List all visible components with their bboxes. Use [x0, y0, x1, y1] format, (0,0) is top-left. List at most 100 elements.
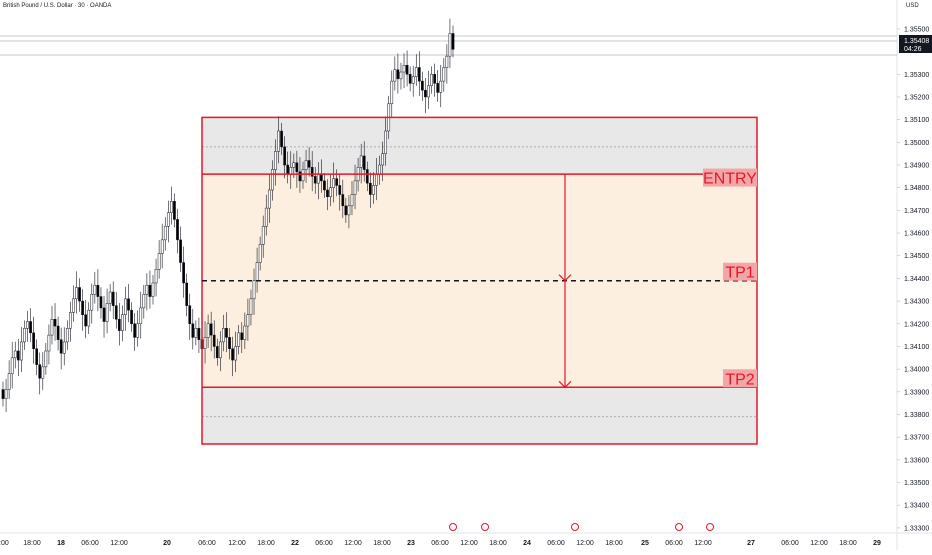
candle-body — [26, 321, 29, 329]
candle-body — [274, 151, 277, 170]
candle-body — [378, 164, 381, 175]
candle-body — [344, 205, 348, 216]
y-tick-label: 1.33400 — [904, 503, 929, 510]
candle-body — [350, 194, 354, 207]
candle-body — [252, 280, 256, 300]
candle-body — [439, 80, 443, 93]
y-tick-label: 1.35200 — [904, 94, 929, 101]
candle-body — [151, 282, 155, 297]
candle-body — [50, 318, 54, 336]
candle-body — [32, 332, 35, 349]
candle-body — [1, 389, 5, 399]
candle-body — [78, 287, 81, 302]
x-tick-label: 18:00 — [257, 540, 275, 547]
x-tick-label: 06:00 — [431, 540, 449, 547]
candle-body — [451, 33, 455, 50]
candle-body — [111, 291, 115, 306]
candle-body — [298, 171, 302, 182]
x-tick-label: 25 — [641, 540, 649, 547]
candle-body — [10, 357, 14, 374]
candle-body — [310, 167, 314, 177]
candle-body — [176, 219, 179, 241]
tp1-arrowhead — [558, 274, 572, 282]
candle-body — [231, 348, 234, 361]
candle-body — [160, 239, 164, 254]
candle-body — [271, 169, 274, 191]
candle-body — [47, 334, 51, 352]
x-tick-label: 12:00 — [344, 540, 362, 547]
candle-body — [430, 74, 433, 86]
candle-body — [292, 162, 296, 168]
candle-body — [417, 67, 421, 82]
x-tick-label: 18 — [57, 540, 65, 547]
calendar-icon[interactable] — [481, 523, 489, 531]
candle-body — [65, 328, 69, 343]
y-tick-label: 1.35000 — [904, 140, 929, 147]
candle-body — [295, 162, 299, 173]
candle-body — [133, 323, 136, 338]
candle-body — [136, 323, 140, 338]
x-tick-label: 22 — [291, 540, 299, 547]
y-tick-label: 1.33900 — [904, 389, 929, 396]
candle-body — [240, 332, 244, 340]
candle-body — [108, 291, 112, 304]
candle-body — [173, 201, 176, 220]
x-tick-label: 06:00 — [81, 540, 99, 547]
candle-body — [448, 33, 452, 57]
calendar-icon[interactable] — [675, 523, 683, 531]
candle-body — [372, 185, 375, 195]
candle-body — [191, 323, 195, 338]
candle-body — [154, 269, 158, 284]
y-tick-label: 1.34100 — [904, 344, 929, 351]
tp2-label: TP2 — [725, 371, 754, 388]
x-tick-label: 06:00 — [547, 540, 565, 547]
candle-body — [44, 350, 48, 368]
candle-body — [102, 307, 106, 322]
x-tick-label: 20 — [163, 540, 171, 547]
candle-body — [442, 67, 446, 82]
candle-body — [445, 55, 449, 68]
candle-body — [206, 323, 210, 338]
entry-label-bg — [703, 168, 757, 187]
candle-body — [225, 328, 228, 338]
x-tick-label: 06:00 — [198, 540, 216, 547]
last-price-value: 1.35408 — [904, 38, 929, 45]
candle-body — [304, 160, 308, 170]
candle-body — [396, 69, 400, 80]
candle-body — [170, 201, 173, 213]
currency-label: USD — [906, 3, 919, 9]
candle-body — [188, 305, 192, 325]
candle-body — [121, 314, 124, 331]
candle-body — [237, 332, 241, 347]
x-tick-label: 23 — [407, 540, 415, 547]
tp1-label-bg — [723, 262, 757, 281]
candle-body — [62, 341, 66, 354]
candle-body — [212, 334, 216, 347]
candle-body — [320, 173, 323, 182]
candle-body — [286, 164, 290, 175]
candle-body — [127, 298, 130, 311]
candle-body — [289, 167, 293, 175]
candle-body — [421, 80, 424, 91]
candle-body — [283, 146, 286, 166]
candle-body — [332, 178, 335, 188]
candle-body — [90, 294, 94, 311]
candle-body — [267, 189, 271, 209]
y-tick-label: 1.33800 — [904, 412, 929, 419]
y-tick-label: 1.33500 — [904, 480, 929, 487]
candle-body — [393, 69, 397, 82]
entry-label: ENTRY — [703, 171, 757, 188]
calendar-icon[interactable] — [706, 523, 714, 531]
candle-body — [197, 328, 201, 340]
candle-body — [258, 244, 262, 263]
y-tick-label: 1.33300 — [904, 525, 929, 532]
candle-body — [362, 155, 366, 170]
candle-body — [255, 262, 259, 281]
symbol-title: British Pound / U.S. Dollar · 30 · OANDA — [3, 3, 112, 9]
flag-icon[interactable] — [449, 523, 457, 531]
candle-body — [117, 318, 121, 331]
candle-body — [166, 212, 170, 227]
calendar-icon[interactable] — [571, 523, 579, 531]
